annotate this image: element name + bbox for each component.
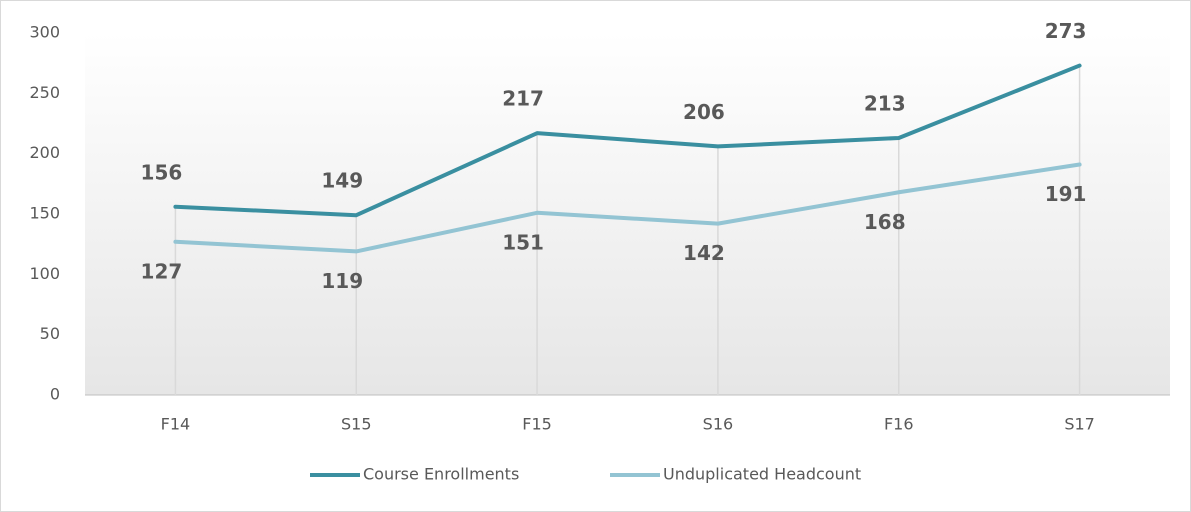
y-tick-label: 150 [29, 204, 60, 223]
data-label: 156 [141, 160, 183, 184]
legend-label: Course Enrollments [363, 465, 519, 484]
x-tick-label: F14 [161, 415, 191, 434]
y-tick-label: 0 [50, 385, 60, 404]
y-tick-label: 100 [29, 264, 60, 283]
legend-label: Unduplicated Headcount [663, 465, 861, 484]
series-line [173, 63, 1082, 218]
data-label: 151 [502, 230, 544, 254]
x-tick-label: F16 [884, 415, 914, 434]
y-tick-label: 200 [29, 143, 60, 162]
data-label: 213 [864, 91, 906, 115]
y-tick-label: 250 [29, 83, 60, 102]
data-label: 127 [141, 259, 183, 283]
y-tick-label: 50 [40, 324, 60, 343]
data-label: 119 [321, 269, 363, 293]
series-line [173, 162, 1082, 254]
x-tick-label: S15 [341, 415, 372, 434]
data-label: 149 [321, 169, 363, 193]
y-tick-label: 300 [29, 23, 60, 42]
data-label: 168 [864, 210, 906, 234]
data-label: 273 [1045, 19, 1087, 43]
x-tick-label: S17 [1064, 415, 1095, 434]
data-label: 191 [1045, 182, 1087, 206]
data-label: 142 [683, 241, 725, 265]
plot-area [85, 33, 1170, 395]
x-tick-label: S16 [703, 415, 734, 434]
data-label: 206 [683, 100, 725, 124]
x-tick-label: F15 [522, 415, 552, 434]
data-label: 217 [502, 87, 544, 111]
